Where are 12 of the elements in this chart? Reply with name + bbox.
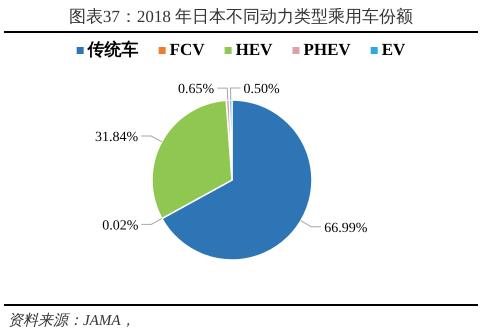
data-label: 0.50% (244, 82, 280, 98)
legend-label: EV (382, 40, 406, 59)
legend-label: PHEV (303, 40, 352, 59)
data-label: 0.02% (102, 218, 139, 234)
legend-label: HEV (236, 40, 274, 59)
chart-title: 图表37：2018 年日本不同动力类型乘用车份额 (68, 7, 414, 26)
data-label: 31.84% (95, 130, 139, 146)
legend-label: 传统车 (86, 40, 139, 59)
data-label: 0.65% (178, 82, 215, 98)
data-label: 66.99% (324, 220, 368, 236)
text: 资料来源：JAMA， (8, 312, 136, 329)
legend-label: FCV (170, 40, 206, 59)
